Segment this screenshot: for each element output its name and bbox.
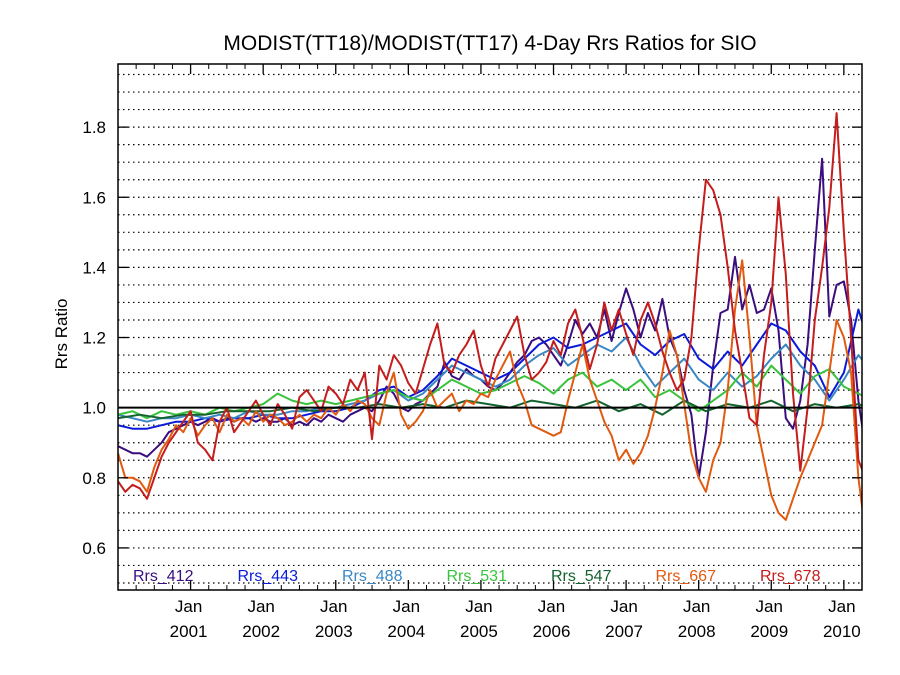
x-tick-label-month: Jan (320, 597, 347, 616)
y-tick-label: 1.0 (82, 399, 106, 418)
x-tick-label-year: 2007 (605, 622, 643, 641)
x-tick-label-year: 2001 (170, 622, 208, 641)
x-tick-label-month: Jan (538, 597, 565, 616)
y-tick-label: 1.2 (82, 329, 106, 348)
x-tick-label-year: 2009 (750, 622, 788, 641)
series-line-rrs_667 (118, 259, 862, 521)
x-tick-label-year: 2002 (242, 622, 280, 641)
x-tick-label-year: 2006 (533, 622, 571, 641)
plot-area: 0.6 0.8 1.0 1.2 1.4 1.6 1.8 Jan 2001 Jan 2002 Jan 20… (82, 63, 863, 641)
legend-label-rrs_488: Rrs_488 (342, 568, 403, 585)
legend-label-rrs_667: Rrs_667 (656, 568, 717, 585)
y-tick-label: 1.4 (82, 258, 106, 277)
legend-label-rrs_678: Rrs_678 (760, 568, 821, 585)
y-tick-label: 1.8 (82, 118, 106, 137)
x-tick-label-year: 2008 (678, 622, 716, 641)
x-tick-label-year: 2005 (460, 622, 498, 641)
legend-label-rrs_547: Rrs_547 (551, 568, 612, 585)
x-tick-label-year: 2004 (387, 622, 425, 641)
x-tick-label-month: Jan (465, 597, 492, 616)
x-tick-label-month: Jan (393, 597, 420, 616)
series-line-rrs_412 (118, 157, 862, 479)
y-tick-label: 1.6 (82, 188, 106, 207)
legend-label-rrs_412: Rrs_412 (133, 568, 194, 585)
x-tick-label-month: Jan (828, 597, 855, 616)
y-tick-label: 0.6 (82, 539, 106, 558)
y-axis-title: Rrs Ratio (52, 299, 71, 370)
series-line-rrs_547 (118, 399, 862, 420)
x-tick-label-month: Jan (610, 597, 637, 616)
x-tick-label-month: Jan (247, 597, 274, 616)
x-tick-label-month: Jan (175, 597, 202, 616)
series-line-rrs_678 (118, 112, 862, 500)
plot-frame (117, 63, 863, 591)
x-tick-label-year: 2010 (823, 622, 861, 641)
chart-title: MODIST(TT18)/MODIST(TT17) 4-Day Rrs Rati… (223, 32, 756, 55)
x-tick-label-year: 2003 (315, 622, 353, 641)
legend-label-rrs_531: Rrs_531 (447, 568, 508, 585)
y-tick-label: 0.8 (82, 469, 106, 488)
x-tick-label-month: Jan (756, 597, 783, 616)
x-tick-label-month: Jan (683, 597, 710, 616)
legend-label-rrs_443: Rrs_443 (238, 568, 299, 585)
